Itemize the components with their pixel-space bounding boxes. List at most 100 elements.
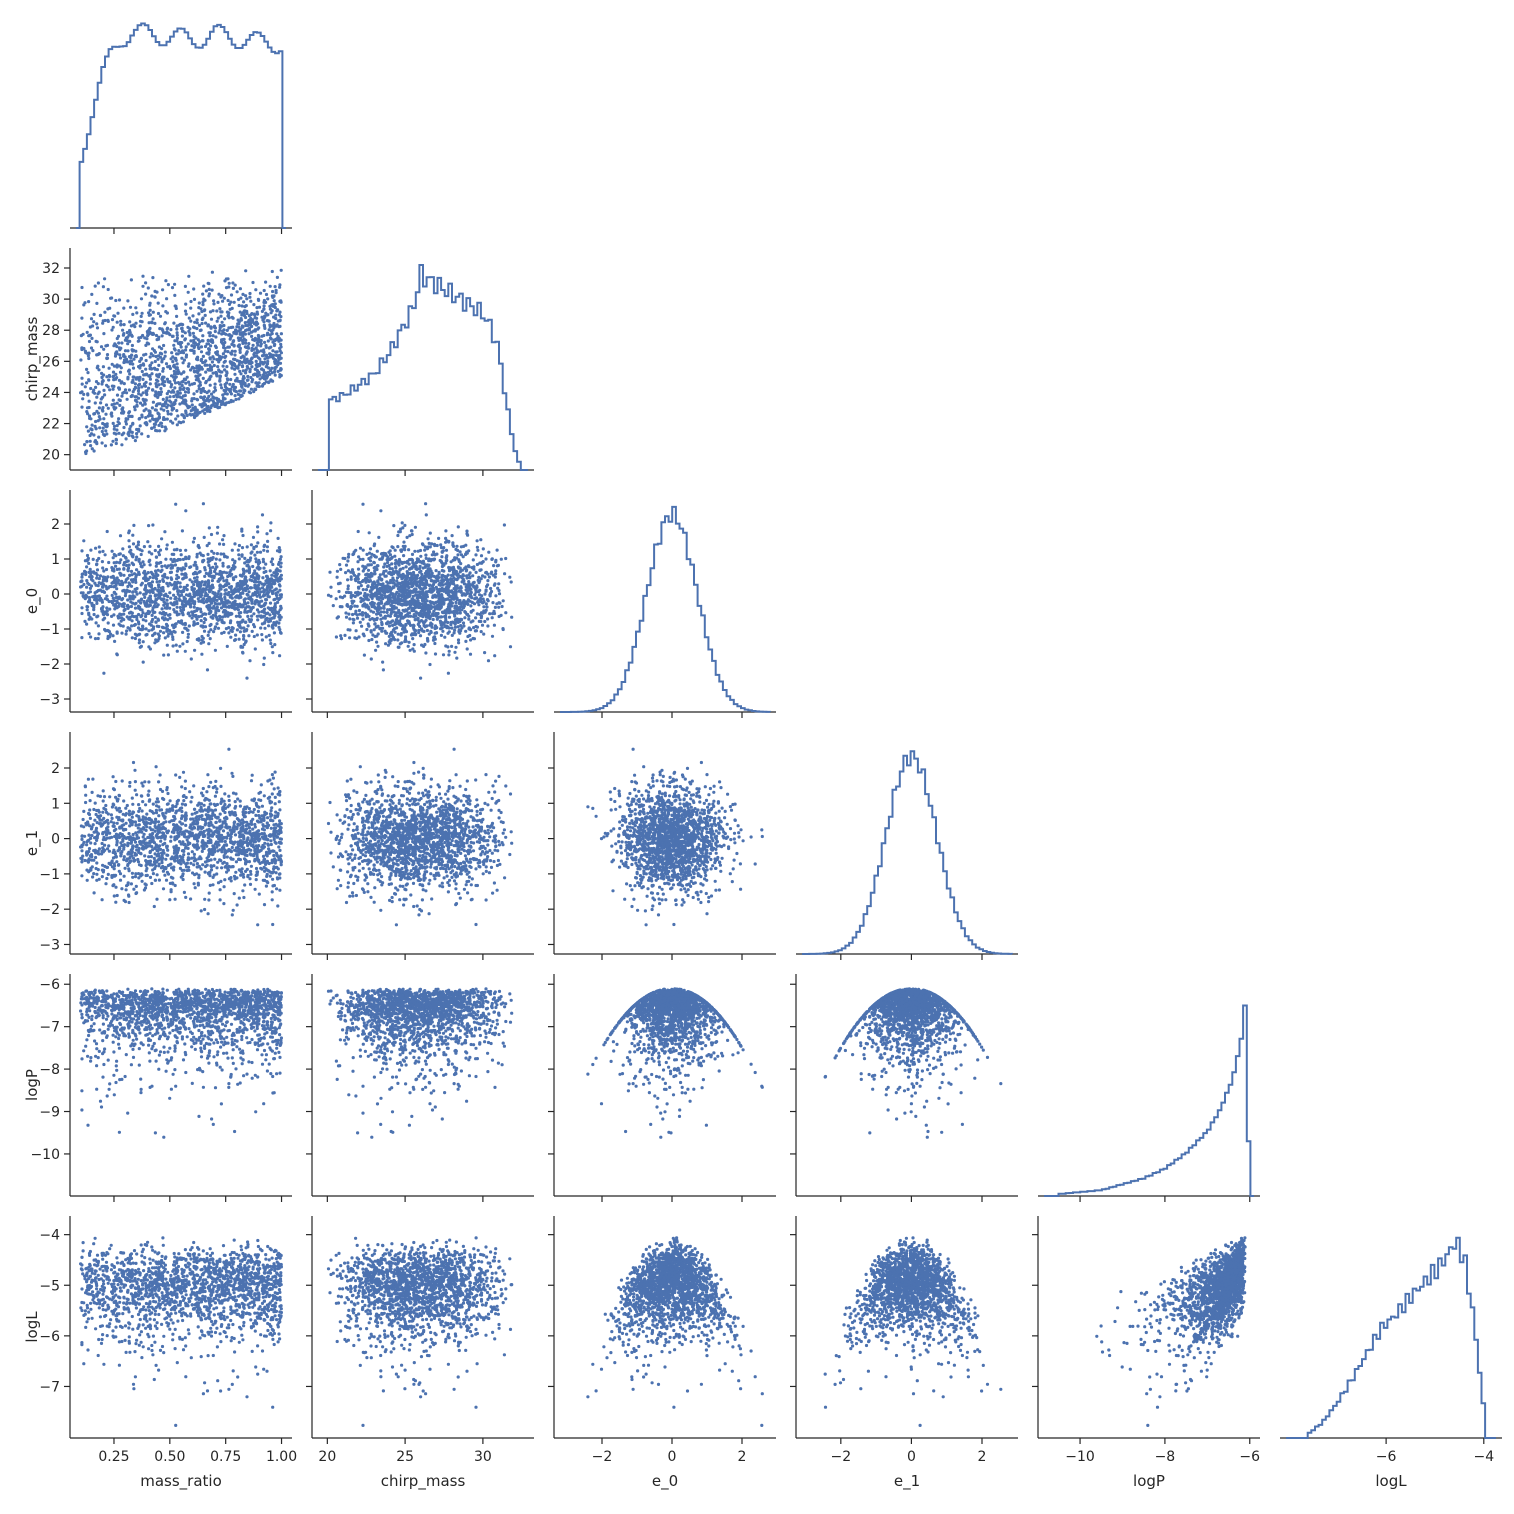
scatter-point (184, 509, 188, 513)
scatter-point (229, 325, 233, 330)
scatter-point (215, 552, 219, 556)
scatter-point (264, 344, 268, 348)
scatter-point (215, 605, 219, 609)
scatter-point (186, 364, 190, 368)
scatter-point (414, 629, 418, 633)
scatter-point (467, 627, 471, 631)
scatter-point (153, 422, 157, 426)
scatter-point (182, 567, 186, 571)
scatter-point (192, 536, 196, 541)
scatter-point (173, 386, 177, 390)
scatter-point (174, 358, 178, 362)
scatter-point (100, 441, 104, 445)
scatter-point (225, 578, 229, 582)
scatter-point (148, 412, 152, 416)
scatter-point (165, 629, 169, 633)
scatter-point (413, 525, 417, 529)
scatter-point (201, 354, 205, 358)
scatter-point (264, 562, 268, 566)
scatter-point (170, 540, 174, 544)
scatter-point (134, 558, 138, 562)
scatter-point (122, 431, 126, 435)
scatter-point (122, 306, 126, 310)
scatter-point (399, 633, 403, 637)
scatter-point (156, 588, 160, 592)
scatter-point (238, 359, 242, 363)
scatter-point (229, 293, 234, 297)
scatter-point (139, 552, 143, 557)
scatter-point (339, 636, 343, 641)
scatter-point (220, 599, 224, 603)
scatter-point (184, 381, 188, 385)
scatter-point (195, 555, 199, 559)
scatter-point (381, 660, 385, 664)
scatter-point (103, 553, 107, 557)
scatter-point (176, 390, 180, 394)
scatter-point (113, 354, 118, 358)
scatter-point (162, 343, 166, 348)
scatter-point (263, 314, 267, 318)
scatter-point (148, 409, 152, 413)
scatter-point (178, 605, 182, 610)
scatter-point (185, 375, 189, 379)
scatter-point (89, 548, 93, 552)
scatter-point (90, 601, 94, 605)
scatter-point (115, 320, 119, 324)
scatter-point (453, 622, 457, 626)
scatter-point (145, 423, 149, 427)
scatter-point (232, 600, 236, 605)
scatter-point (241, 588, 245, 592)
scatter-point (487, 575, 491, 579)
scatter-point (228, 307, 232, 311)
scatter-point (105, 356, 109, 360)
scatter-point (180, 334, 184, 338)
scatter-point (258, 373, 262, 377)
scatter-point (138, 375, 142, 379)
scatter-point (108, 388, 112, 392)
scatter-point (414, 614, 418, 618)
scatter-point (176, 414, 180, 418)
scatter-point (189, 565, 193, 569)
scatter-point (452, 576, 456, 580)
scatter-point (233, 394, 237, 398)
scatter-point (279, 299, 283, 303)
scatter-point (181, 349, 185, 353)
scatter-point (211, 355, 215, 359)
scatter-point (407, 640, 411, 644)
scatter-point (203, 363, 207, 367)
scatter-point (96, 411, 100, 415)
scatter-point (93, 284, 97, 288)
scatter-point (346, 584, 350, 588)
scatter-point (193, 576, 197, 580)
scatter-point (153, 548, 157, 553)
scatter-point (249, 387, 253, 391)
scatter-point (218, 542, 222, 546)
scatter-point (134, 321, 138, 325)
scatter-point (236, 605, 240, 609)
scatter-point (92, 605, 96, 610)
scatter-point (114, 554, 118, 558)
scatter-point (213, 388, 218, 392)
scatter-point (148, 377, 152, 381)
scatter-point (85, 553, 90, 558)
scatter-point (137, 392, 141, 396)
scatter-point (229, 585, 233, 589)
scatter-point (224, 286, 229, 290)
scatter-point (176, 381, 180, 385)
scatter-point (147, 559, 151, 564)
scatter-point (268, 304, 272, 308)
scatter-point (106, 634, 110, 638)
scatter-point (153, 641, 157, 645)
scatter-point (161, 330, 166, 335)
scatter-point (156, 395, 160, 399)
scatter-point (267, 582, 271, 586)
scatter-point (140, 432, 144, 436)
scatter-point (157, 593, 161, 597)
scatter-point (153, 593, 157, 597)
scatter-point (275, 309, 279, 313)
scatter-point (168, 591, 172, 595)
scatter-point (170, 351, 174, 355)
scatter-point (257, 561, 261, 565)
scatter-point (88, 575, 92, 579)
